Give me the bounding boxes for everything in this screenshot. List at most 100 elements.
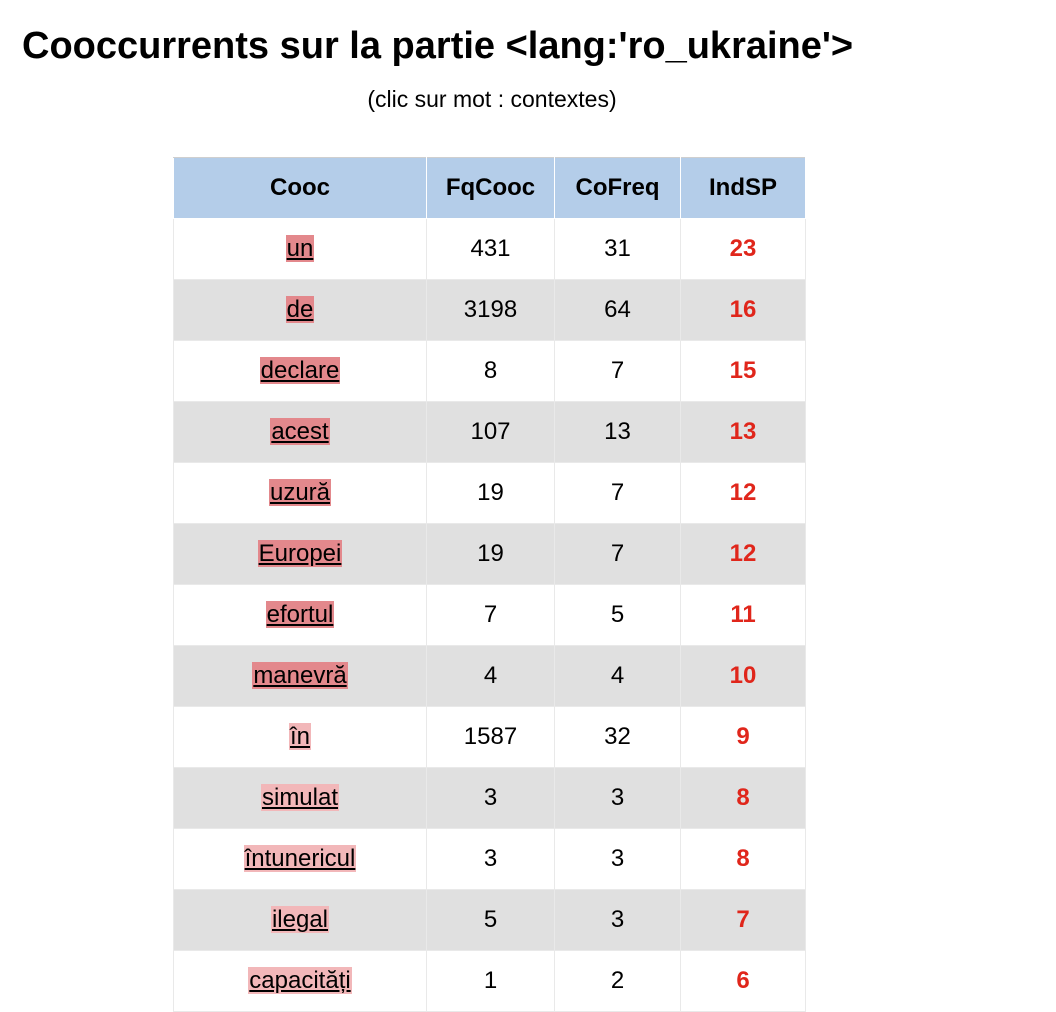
cooc-word-link[interactable]: întunericul bbox=[243, 845, 357, 872]
cell-fqcooc: 8 bbox=[426, 340, 555, 402]
cell-cofreq: 3 bbox=[554, 828, 681, 890]
table-row: ilegal 5 3 7 bbox=[173, 889, 806, 951]
cell-cooc: declare bbox=[173, 340, 427, 402]
cell-indsp: 7 bbox=[680, 889, 806, 951]
header-cooc[interactable]: Cooc bbox=[173, 157, 427, 219]
cell-cooc: efortul bbox=[173, 584, 427, 646]
cell-cofreq: 5 bbox=[554, 584, 681, 646]
table-row: uzură 19 7 12 bbox=[173, 462, 806, 524]
indsp-value: 23 bbox=[729, 235, 757, 262]
indsp-value: 7 bbox=[736, 906, 750, 933]
table-body: un 431 31 23 de 3198 64 16 declare 8 7 15 acest 107 13… bbox=[173, 218, 806, 1012]
cell-indsp: 8 bbox=[680, 767, 806, 829]
cell-cooc: în bbox=[173, 706, 427, 768]
cell-cooc: capacități bbox=[173, 950, 427, 1012]
cell-indsp: 13 bbox=[680, 401, 806, 463]
indsp-value: 12 bbox=[729, 479, 757, 506]
table-row: un 431 31 23 bbox=[173, 218, 806, 280]
cooc-word-link[interactable]: Europei bbox=[257, 540, 343, 567]
indsp-value: 8 bbox=[736, 845, 750, 872]
cell-cofreq: 3 bbox=[554, 767, 681, 829]
cell-cooc: acest bbox=[173, 401, 427, 463]
cell-fqcooc: 5 bbox=[426, 889, 555, 951]
table-row: de 3198 64 16 bbox=[173, 279, 806, 341]
cooccurrents-table: Cooc FqCooc CoFreq IndSP un 431 31 23 de 3198… bbox=[173, 157, 806, 1012]
indsp-value: 11 bbox=[730, 601, 756, 628]
indsp-value: 16 bbox=[729, 296, 757, 323]
cell-cooc: simulat bbox=[173, 767, 427, 829]
header-indsp[interactable]: IndSP bbox=[680, 157, 806, 219]
table-row: simulat 3 3 8 bbox=[173, 767, 806, 829]
cooc-word-link[interactable]: uzură bbox=[268, 479, 332, 506]
cell-cofreq: 2 bbox=[554, 950, 681, 1012]
indsp-value: 15 bbox=[729, 357, 757, 384]
cell-indsp: 12 bbox=[680, 462, 806, 524]
cooc-word-link[interactable]: manevră bbox=[252, 662, 348, 689]
table-row: manevră 4 4 10 bbox=[173, 645, 806, 707]
cell-indsp: 11 bbox=[680, 584, 806, 646]
cell-indsp: 6 bbox=[680, 950, 806, 1012]
indsp-value: 10 bbox=[729, 662, 757, 689]
cooc-word-link[interactable]: efortul bbox=[265, 601, 335, 628]
cell-fqcooc: 19 bbox=[426, 462, 555, 524]
cell-indsp: 9 bbox=[680, 706, 806, 768]
table-row: efortul 7 5 11 bbox=[173, 584, 806, 646]
table-row: Europei 19 7 12 bbox=[173, 523, 806, 585]
cooc-word-link[interactable]: ilegal bbox=[270, 906, 330, 933]
cell-cooc: uzură bbox=[173, 462, 427, 524]
cell-indsp: 10 bbox=[680, 645, 806, 707]
cooc-word-link[interactable]: de bbox=[285, 296, 315, 323]
indsp-value: 9 bbox=[736, 723, 750, 750]
table-row: capacități 1 2 6 bbox=[173, 950, 806, 1012]
table-row: în 1587 32 9 bbox=[173, 706, 806, 768]
table-header-row: Cooc FqCooc CoFreq IndSP bbox=[173, 157, 806, 219]
cooc-word-link[interactable]: declare bbox=[259, 357, 341, 384]
cell-fqcooc: 7 bbox=[426, 584, 555, 646]
cell-cofreq: 3 bbox=[554, 889, 681, 951]
cell-cooc: un bbox=[173, 218, 427, 280]
cell-cofreq: 31 bbox=[554, 218, 681, 280]
cell-fqcooc: 19 bbox=[426, 523, 555, 585]
cell-cofreq: 64 bbox=[554, 279, 681, 341]
cell-cooc: de bbox=[173, 279, 427, 341]
cell-fqcooc: 4 bbox=[426, 645, 555, 707]
cell-fqcooc: 1587 bbox=[426, 706, 555, 768]
indsp-value: 6 bbox=[736, 967, 750, 994]
indsp-value: 8 bbox=[736, 784, 750, 811]
indsp-value: 13 bbox=[729, 418, 757, 445]
cooc-word-link[interactable]: simulat bbox=[260, 784, 340, 811]
cell-fqcooc: 431 bbox=[426, 218, 555, 280]
cell-cooc: ilegal bbox=[173, 889, 427, 951]
cell-cooc: Europei bbox=[173, 523, 427, 585]
cell-cooc: manevră bbox=[173, 645, 427, 707]
cell-cofreq: 32 bbox=[554, 706, 681, 768]
cell-cofreq: 7 bbox=[554, 462, 681, 524]
cell-indsp: 23 bbox=[680, 218, 806, 280]
page-title: Cooccurrents sur la partie <lang:'ro_ukr… bbox=[22, 25, 854, 67]
table-row: întunericul 3 3 8 bbox=[173, 828, 806, 890]
indsp-value: 12 bbox=[729, 540, 757, 567]
page-subtitle: (clic sur mot : contextes) bbox=[367, 86, 617, 112]
cell-cofreq: 7 bbox=[554, 340, 681, 402]
header-cofreq[interactable]: CoFreq bbox=[554, 157, 681, 219]
cell-indsp: 8 bbox=[680, 828, 806, 890]
cell-fqcooc: 3 bbox=[426, 828, 555, 890]
table-row: declare 8 7 15 bbox=[173, 340, 806, 402]
cell-cofreq: 7 bbox=[554, 523, 681, 585]
cell-fqcooc: 3198 bbox=[426, 279, 555, 341]
cooc-word-link[interactable]: în bbox=[288, 723, 311, 750]
cooc-word-link[interactable]: capacități bbox=[248, 967, 352, 994]
cooc-word-link[interactable]: acest bbox=[270, 418, 330, 445]
cell-indsp: 12 bbox=[680, 523, 806, 585]
cooc-word-link[interactable]: un bbox=[285, 235, 315, 262]
table-row: acest 107 13 13 bbox=[173, 401, 806, 463]
cell-fqcooc: 3 bbox=[426, 767, 555, 829]
cell-fqcooc: 107 bbox=[426, 401, 555, 463]
header-fqcooc[interactable]: FqCooc bbox=[426, 157, 555, 219]
cell-indsp: 15 bbox=[680, 340, 806, 402]
cell-cofreq: 13 bbox=[554, 401, 681, 463]
cell-cooc: întunericul bbox=[173, 828, 427, 890]
cell-cofreq: 4 bbox=[554, 645, 681, 707]
cell-indsp: 16 bbox=[680, 279, 806, 341]
cell-fqcooc: 1 bbox=[426, 950, 555, 1012]
